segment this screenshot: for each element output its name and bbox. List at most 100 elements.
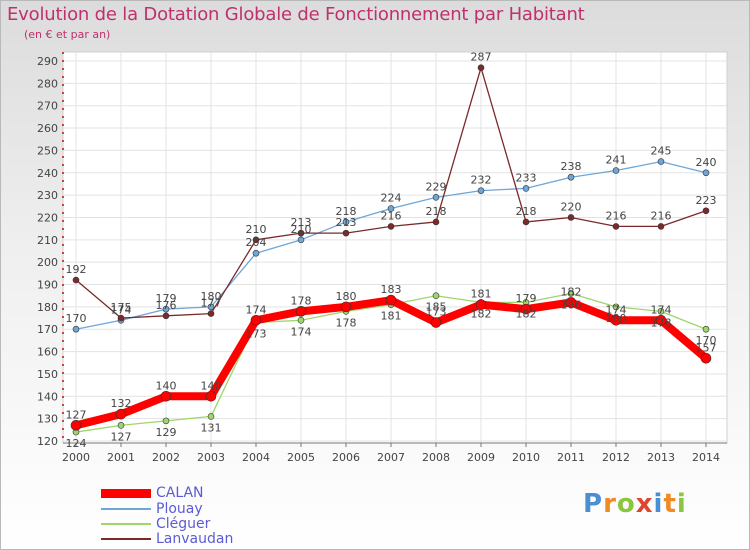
data-point-plouay <box>297 236 305 244</box>
data-label: 216 <box>381 209 402 222</box>
x-tick-label: 2005 <box>287 451 315 464</box>
data-label: 186 <box>561 298 582 311</box>
data-label: 204 <box>246 236 267 249</box>
data-point-calan <box>700 352 712 364</box>
data-point-lanvaudan <box>522 218 530 226</box>
data-label: 127 <box>66 408 87 421</box>
data-label: 216 <box>651 209 672 222</box>
data-point-cléguer <box>612 303 620 311</box>
data-point-lanvaudan <box>657 223 665 230</box>
x-tick-label: 2011 <box>557 451 585 464</box>
data-label: 180 <box>336 290 357 303</box>
y-tick-label: 180 <box>37 301 58 314</box>
data-point-calan <box>565 297 577 308</box>
legend-label-lanvaudan: Lanvaudan <box>156 531 234 547</box>
legend-item-plouay: Plouay <box>101 501 203 517</box>
data-point-plouay <box>612 167 620 174</box>
data-label: 192 <box>66 263 87 276</box>
data-point-cléguer <box>567 290 575 297</box>
series-lines <box>70 64 712 436</box>
x-tick-label: 2001 <box>107 451 135 464</box>
y-tick-label: 130 <box>37 413 58 426</box>
data-point-calan <box>475 299 487 310</box>
data-label: 177 <box>201 297 222 310</box>
data-point-lanvaudan <box>477 64 485 72</box>
data-point-plouay <box>72 325 80 333</box>
data-label: 174 <box>246 303 267 316</box>
data-label: 173 <box>246 328 267 341</box>
y-tick-label: 220 <box>37 211 58 224</box>
data-label: 218 <box>336 205 357 218</box>
data-label: 129 <box>156 426 177 439</box>
data-label: 157 <box>696 341 717 354</box>
y-tick-label: 120 <box>37 435 58 448</box>
data-label: 229 <box>426 180 447 193</box>
legend-swatch-calan <box>101 488 151 498</box>
data-label: 182 <box>561 285 582 298</box>
logo-letter: o <box>616 489 636 519</box>
chart-title: Evolution de la Dotation Globale de Fonc… <box>7 4 585 25</box>
data-point-cléguer <box>297 316 305 324</box>
data-label: 140 <box>201 379 222 392</box>
data-point-lanvaudan <box>297 229 305 237</box>
data-label: 185 <box>426 301 447 314</box>
legend-label-calan: CALAN <box>156 485 204 501</box>
x-tick-label: 2000 <box>62 451 90 464</box>
data-label: 176 <box>156 299 177 312</box>
data-label: 174 <box>111 303 132 316</box>
legend-swatch-plouay <box>101 508 151 510</box>
data-point-cléguer <box>432 292 440 300</box>
logo-letter: r <box>603 489 617 519</box>
data-point-calan <box>520 303 532 315</box>
y-tick-label: 280 <box>37 77 58 90</box>
y-tick-label: 250 <box>37 144 58 157</box>
legend-label-cleguer: Cléguer <box>156 516 211 532</box>
data-label: 233 <box>516 171 537 184</box>
data-point-plouay <box>522 185 530 192</box>
data-point-lanvaudan <box>432 218 440 226</box>
x-tick-label: 2008 <box>422 451 450 464</box>
data-label: 183 <box>381 283 402 296</box>
data-point-calan <box>295 306 307 317</box>
data-point-lanvaudan <box>567 214 575 221</box>
data-label: 241 <box>606 154 627 167</box>
logo-letter: x <box>635 489 654 519</box>
data-point-lanvaudan <box>162 312 170 320</box>
data-label: 180 <box>201 290 222 303</box>
data-point-cléguer <box>162 417 170 425</box>
data-label: 216 <box>606 209 627 222</box>
x-tick-label: 2003 <box>197 451 225 464</box>
data-label: 223 <box>696 194 717 207</box>
grid-lines <box>63 52 727 443</box>
data-label: 179 <box>156 292 177 305</box>
data-point-plouay <box>567 173 575 181</box>
data-label: 213 <box>291 216 312 229</box>
data-point-calan <box>655 314 667 326</box>
logo-letter: t <box>663 489 677 519</box>
data-label: 240 <box>696 156 717 169</box>
x-tick-label: 2012 <box>602 451 630 464</box>
legend-item-lanvaudan: Lanvaudan <box>101 531 233 547</box>
legend-item-cleguer: Cléguer <box>101 516 210 532</box>
data-label: 287 <box>471 51 492 64</box>
y-tick-label: 260 <box>37 122 58 135</box>
data-point-lanvaudan <box>72 276 80 284</box>
data-label: 180 <box>606 312 627 325</box>
data-point-calan <box>205 390 217 402</box>
data-label: 132 <box>111 397 132 410</box>
y-tick-label: 210 <box>37 234 58 247</box>
data-point-lanvaudan <box>117 314 125 322</box>
chart-subtitle: (en € et par an) <box>24 28 111 41</box>
data-label: 182 <box>471 307 492 320</box>
data-label: 175 <box>111 301 132 314</box>
x-tick-label: 2004 <box>242 451 270 464</box>
data-label: 173 <box>426 306 447 319</box>
legend-swatch-cleguer <box>101 523 151 525</box>
x-tick-label: 2010 <box>512 451 540 464</box>
data-point-calan <box>430 317 442 328</box>
data-point-plouay <box>432 194 440 201</box>
data-point-plouay <box>387 205 395 212</box>
data-label: 174 <box>651 303 672 316</box>
data-point-lanvaudan <box>252 236 260 244</box>
